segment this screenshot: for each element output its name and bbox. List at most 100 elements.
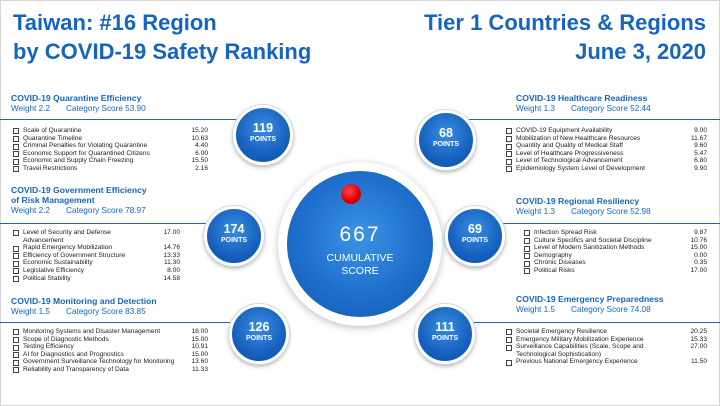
weight-label: Weight 1.5 (516, 305, 555, 314)
item-label: Demography (534, 251, 572, 259)
item-label: Economic and Supply Chain Freezing (23, 157, 134, 165)
item-value: 6.00 (195, 149, 208, 157)
item-label: Government Surveillance Technology for M… (23, 358, 175, 366)
main-title-line-1: Taiwan: #16 Region (13, 10, 217, 35)
item-label: Political Risks (534, 266, 575, 274)
item-value: 15.00 (690, 244, 707, 252)
item-value: 15.00 (191, 350, 208, 358)
checkbox-icon (13, 151, 19, 158)
list-item: Monitoring Systems and Disaster Manageme… (13, 328, 208, 336)
weight-label: Weight 2.2 (11, 104, 50, 113)
item-label: Economic Support for Quarantined Citizen… (23, 149, 150, 157)
item-value: 18.00 (191, 328, 208, 335)
item-value: 11.33 (191, 365, 208, 373)
checkbox-icon (524, 260, 530, 267)
list-item: Previous National Emergency Experience 11… (506, 358, 707, 366)
list-item: Mobilization of New Healthcare Resources… (506, 135, 707, 143)
checkbox-icon (13, 352, 19, 359)
category-score-label: Category Score 78.97 (66, 206, 146, 215)
item-label: Level of Modern Sanitization Methods (534, 244, 645, 252)
checkbox-icon (13, 128, 19, 135)
list-item: Criminal Penalties for Violating Quarant… (13, 142, 208, 150)
section-rule (0, 119, 252, 120)
points-bubble-emergency: 111 POINTS (415, 304, 475, 364)
item-label: Legislative Efficiency (23, 266, 85, 274)
points-bubble-government: 174 POINTS (204, 206, 264, 266)
cumulative-score-value: 667 (339, 223, 381, 246)
checkbox-icon (13, 367, 19, 374)
main-title-line-2: by COVID-19 Safety Ranking (13, 39, 312, 64)
item-label: AI for Diagnostics and Prognostics (23, 350, 124, 358)
checkbox-icon (506, 158, 512, 165)
list-item: Political Risks 17.00 (524, 267, 707, 275)
checkbox-icon (13, 344, 19, 351)
items-monitoring: Monitoring Systems and Disaster Manageme… (13, 328, 208, 374)
list-item: Infection Spread Risk 9.87 (524, 229, 707, 237)
item-value: 17.00 (690, 266, 707, 274)
category-score-label: Category Score 53.90 (66, 104, 146, 113)
item-value: 5.47 (694, 149, 707, 157)
list-item: Level of Healthcare Progressiveness 5.47 (506, 150, 707, 158)
points-label: POINTS (220, 237, 248, 244)
item-label: Level of Security and Defense Advancemen… (23, 229, 111, 244)
section-meta: Weight 1.5 Category Score 74.08 (516, 304, 664, 315)
main-title: Taiwan: #16 Region by COVID-19 Safety Ra… (13, 8, 353, 66)
list-item: Emergency Military Mobilization Experien… (506, 336, 707, 344)
item-label: Efficiency of Government Structure (23, 251, 126, 259)
checkbox-icon (524, 230, 530, 237)
checkbox-icon (506, 151, 512, 158)
item-label: Quantity and Quality of Medical Staff (516, 142, 623, 150)
item-label: Monitoring Systems and Disaster Manageme… (23, 328, 161, 335)
tier-title: Tier 1 Countries & Regions June 3, 2020 (366, 8, 706, 66)
points-label: POINTS (249, 136, 277, 143)
section-meta: Weight 2.2 Category Score 53.90 (11, 103, 146, 114)
list-item: Scope of Diagnostic Methods 15.00 (13, 336, 208, 344)
list-item: AI for Diagnostics and Prognostics 15.00 (13, 351, 208, 359)
checkbox-icon (13, 253, 19, 260)
checkbox-icon (506, 128, 512, 135)
points-bubble-healthcare: 68 POINTS (416, 110, 476, 170)
category-score-label: Category Score 83.85 (66, 307, 146, 316)
category-score-label: Category Score 52.44 (571, 104, 651, 113)
item-label: Culture Specifics and Societal Disciplin… (534, 236, 652, 244)
list-item: Economic Support for Quarantined Citizen… (13, 150, 208, 158)
list-item: Government Surveillance Technology for M… (13, 358, 208, 366)
checkbox-icon (506, 143, 512, 150)
cumulative-score-label: CUMULATIVE SCORE (287, 252, 433, 278)
section-meta: Weight 2.2 Category Score 78.97 (11, 205, 211, 216)
weight-label: Weight 1.3 (516, 207, 555, 216)
item-value: 14.76 (163, 244, 180, 252)
list-item: Surveillance Capabilities (Scale, Scope … (506, 343, 707, 358)
list-item: Societal Emergency Resilience 20.25 (506, 328, 707, 336)
section-emergency: COVID-19 Emergency Preparedness Weight 1… (516, 294, 664, 315)
item-value: 10.91 (191, 343, 208, 351)
item-value: 0.35 (694, 259, 707, 267)
points-bubble-monitoring: 126 POINTS (229, 304, 289, 364)
section-title: COVID-19 Quarantine Efficiency (11, 93, 142, 103)
item-value: 9.60 (694, 142, 707, 150)
item-label: Societal Emergency Resilience (516, 328, 607, 335)
list-item: Travel Restrictions 2.16 (13, 165, 208, 173)
weight-label: Weight 1.5 (11, 307, 50, 316)
checkbox-icon (13, 359, 19, 366)
points-value: 68 (439, 126, 453, 140)
item-label: Chronic Diseases (534, 259, 586, 267)
points-value: 69 (468, 222, 482, 236)
checkbox-icon (524, 268, 530, 275)
item-value: 9.87 (694, 229, 707, 236)
cumulative-score-circle: 667 CUMULATIVE SCORE (278, 162, 442, 326)
item-value: 11.50 (690, 358, 707, 366)
list-item: Economic and Supply Chain Freezing 15.50 (13, 157, 208, 165)
item-label: Epidemiology System Level of Development (516, 164, 646, 172)
item-label: Criminal Penalties for Violating Quarant… (23, 142, 148, 150)
list-item: Political Stability 14.58 (13, 275, 180, 283)
item-label: Infection Spread Risk (534, 229, 597, 236)
item-label: COVID-19 Equipment Availability (516, 127, 613, 134)
list-item: Quarantine Timeline 10.63 (13, 135, 208, 143)
item-label: Testing Efficiency (23, 343, 74, 351)
item-label: Travel Restrictions (23, 164, 78, 172)
item-value: 2.16 (195, 164, 208, 172)
item-value: 11.30 (163, 259, 180, 267)
item-value: 15.50 (191, 157, 208, 165)
category-score-label: Category Score 52.98 (571, 207, 651, 216)
